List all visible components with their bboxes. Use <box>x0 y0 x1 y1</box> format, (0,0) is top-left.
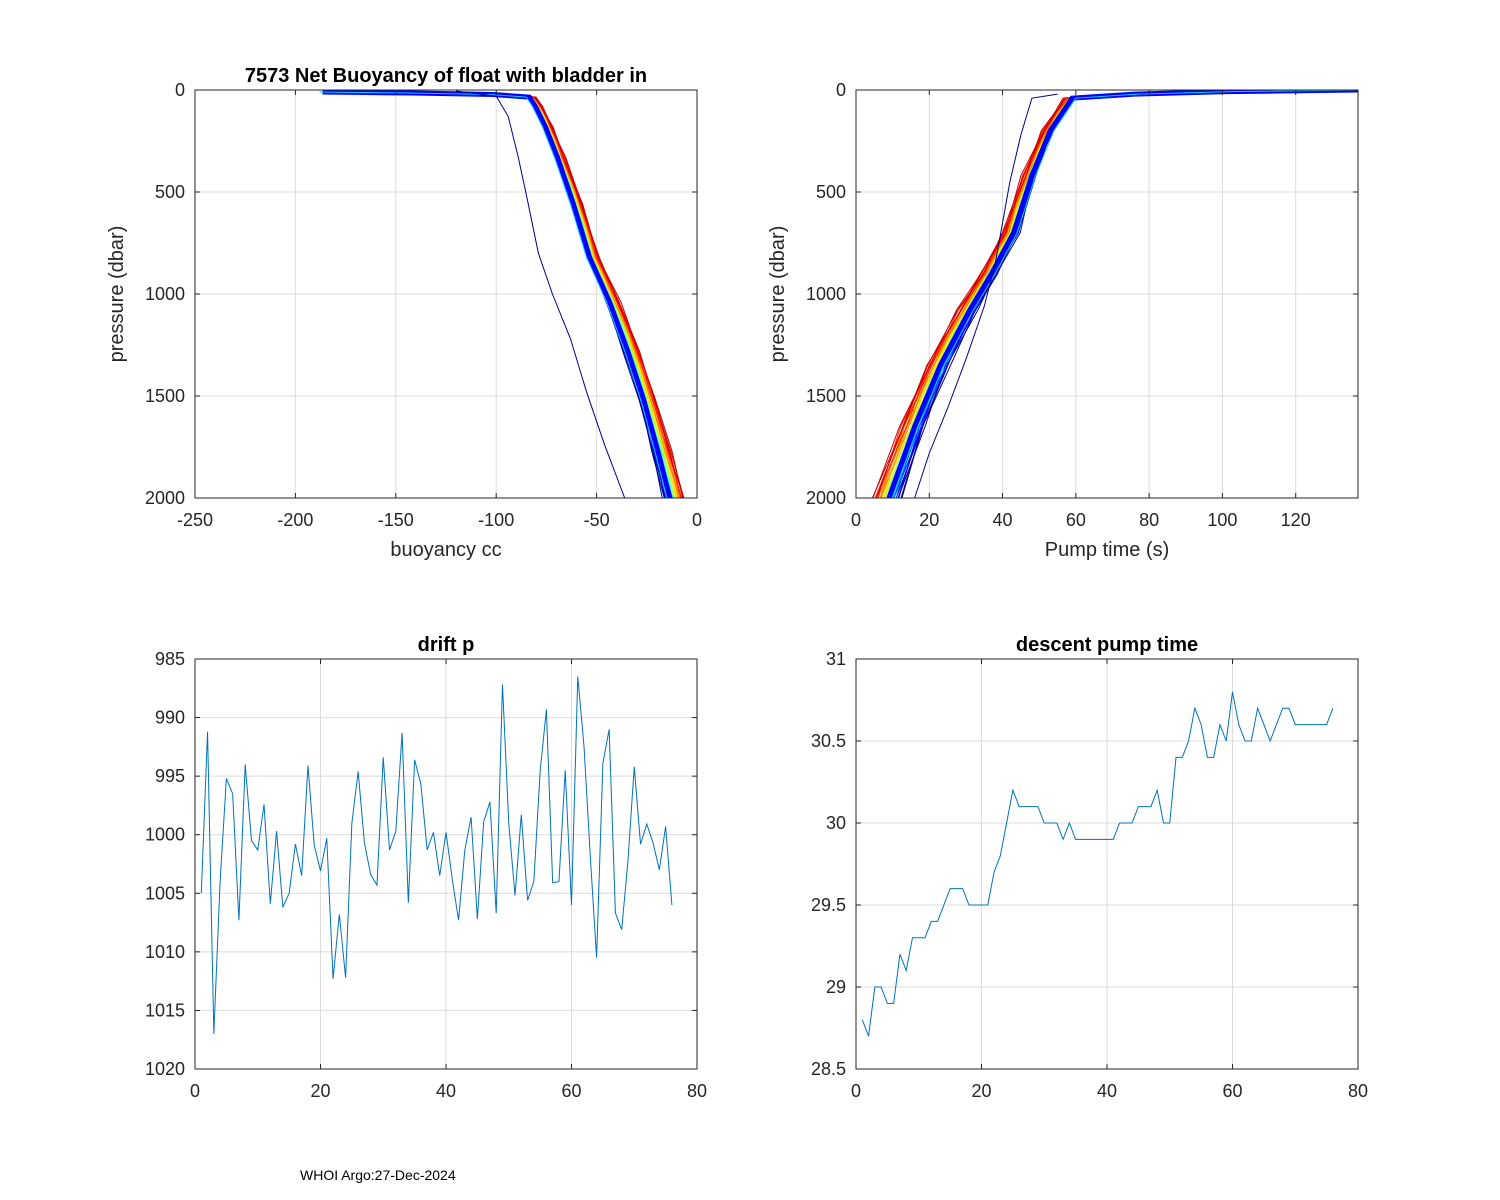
y-axis-label: pressure (dbar) <box>767 226 789 363</box>
y-tick-label: 985 <box>155 649 185 669</box>
chart-title: drift p <box>418 634 475 656</box>
x-tick-label: 40 <box>993 510 1013 530</box>
y-tick-label: 2000 <box>806 488 846 508</box>
y-tick-label: 30.5 <box>811 731 846 751</box>
buoyancy-chart: -250 -200 -150 -100 -50 0 0 500 1000 1500 2000 7573… <box>106 65 702 561</box>
x-tick-label: 20 <box>919 510 939 530</box>
y-tick-label: 500 <box>816 182 846 202</box>
y-tick-label: 1000 <box>806 284 846 304</box>
drift-p-chart: 0 20 40 60 80 985 990 995 1000 1005 1010 1015 1020 dr… <box>145 634 707 1101</box>
x-tick-label: 0 <box>692 510 702 530</box>
y-tick-label: 995 <box>155 766 185 786</box>
footer-note: WHOI Argo:27-Dec-2024 <box>300 1167 456 1183</box>
y-tick-label: 2000 <box>145 488 185 508</box>
descent-pump-time-chart: 0 20 40 60 80 28.5 29 29.5 30 30.5 31 descent pump … <box>811 634 1368 1101</box>
x-tick-label: -200 <box>277 510 313 530</box>
x-tick-label: 0 <box>851 510 861 530</box>
series-group <box>200 676 673 1034</box>
y-tick-label: 1500 <box>806 386 846 406</box>
x-tick-label: 40 <box>436 1081 456 1101</box>
x-tick-label: 20 <box>310 1081 330 1101</box>
y-tick-label: 1015 <box>145 1000 185 1020</box>
series-group <box>871 90 1358 498</box>
y-tick-label: 29.5 <box>811 895 846 915</box>
x-tick-label: -50 <box>584 510 610 530</box>
y-tick-label: 1005 <box>145 883 185 903</box>
x-tick-label: 80 <box>1139 510 1159 530</box>
chart-title: 7573 Net Buoyancy of float with bladder … <box>245 65 647 87</box>
y-tick-label: 500 <box>155 182 185 202</box>
y-tick-label: 1000 <box>145 825 185 845</box>
y-tick-label: 0 <box>836 80 846 100</box>
y-tick-label: 30 <box>826 813 846 833</box>
x-tick-label: -250 <box>177 510 213 530</box>
series-line <box>200 676 673 1034</box>
x-tick-label: 0 <box>851 1081 861 1101</box>
y-tick-label: 29 <box>826 977 846 997</box>
x-axis-label: Pump time (s) <box>1045 539 1169 561</box>
outlier-profile-line <box>455 90 626 498</box>
y-tick-label: 1500 <box>145 386 185 406</box>
profile-line-cyan <box>892 90 1358 498</box>
y-tick-label: 0 <box>175 80 185 100</box>
x-tick-label: 80 <box>687 1081 707 1101</box>
y-tick-label: 28.5 <box>811 1059 846 1079</box>
x-tick-label: 60 <box>1222 1081 1242 1101</box>
series-group <box>861 691 1334 1037</box>
x-tick-label: 20 <box>971 1081 991 1101</box>
x-tick-label: 80 <box>1348 1081 1368 1101</box>
x-tick-label: -100 <box>478 510 514 530</box>
series-group <box>319 90 685 498</box>
y-tick-label: 990 <box>155 708 185 728</box>
outlier-profile-line <box>914 93 1058 498</box>
pump-time-chart: 0 20 40 60 80 100 120 0 500 1000 1500 2000 Pump time… <box>767 80 1359 561</box>
x-tick-label: -150 <box>378 510 414 530</box>
x-tick-label: 100 <box>1207 510 1237 530</box>
y-tick-label: 1000 <box>145 284 185 304</box>
x-tick-label: 0 <box>190 1081 200 1101</box>
x-tick-label: 60 <box>1066 510 1086 530</box>
y-tick-label: 1010 <box>145 942 185 962</box>
x-tick-label: 120 <box>1281 510 1311 530</box>
series-line <box>861 691 1334 1037</box>
y-tick-label: 31 <box>826 649 846 669</box>
x-axis-label: buoyancy cc <box>390 539 501 561</box>
chart-title: descent pump time <box>1016 634 1198 656</box>
x-tick-label: 60 <box>561 1081 581 1101</box>
y-tick-label: 1020 <box>145 1059 185 1079</box>
x-tick-label: 40 <box>1097 1081 1117 1101</box>
y-axis-label: pressure (dbar) <box>106 226 128 363</box>
